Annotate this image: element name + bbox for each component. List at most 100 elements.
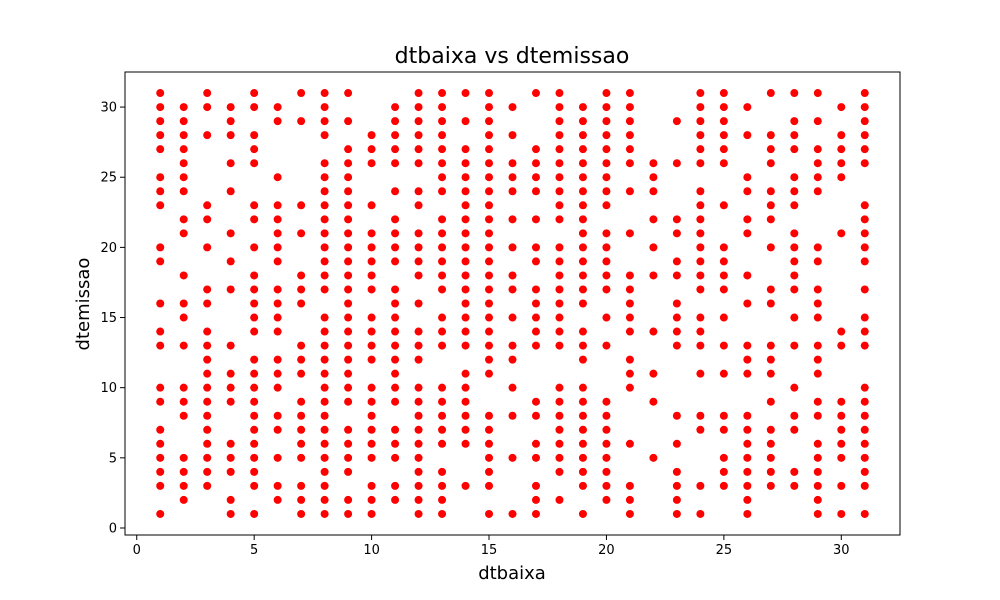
data-point	[203, 425, 212, 434]
data-point	[602, 159, 611, 168]
data-point	[813, 397, 822, 406]
data-point	[531, 299, 540, 308]
data-point	[461, 299, 470, 308]
data-point	[320, 509, 329, 518]
data-point	[273, 299, 282, 308]
data-point	[555, 299, 564, 308]
data-point	[860, 117, 869, 126]
data-point	[531, 285, 540, 294]
data-point	[461, 243, 470, 252]
data-point	[250, 397, 259, 406]
data-point	[860, 201, 869, 210]
data-point	[391, 453, 400, 462]
data-point	[790, 341, 799, 350]
data-point	[438, 173, 447, 182]
data-point	[813, 467, 822, 476]
data-point	[719, 89, 728, 98]
data-point	[743, 481, 752, 490]
data-point	[485, 187, 494, 196]
data-point	[555, 397, 564, 406]
data-point	[766, 355, 775, 364]
data-point	[226, 397, 235, 406]
data-point	[719, 145, 728, 154]
data-point	[743, 355, 752, 364]
data-point	[226, 467, 235, 476]
data-point	[555, 89, 564, 98]
data-point	[297, 453, 306, 462]
data-point	[766, 397, 775, 406]
data-point	[508, 341, 517, 350]
data-point	[367, 257, 376, 266]
data-point	[414, 103, 423, 112]
data-point	[179, 103, 188, 112]
data-point	[438, 145, 447, 154]
data-point	[625, 481, 634, 490]
chart-title: dtbaixa vs dtemissao	[395, 44, 630, 69]
data-point	[320, 453, 329, 462]
data-point	[344, 313, 353, 322]
data-point	[743, 509, 752, 518]
data-point	[555, 215, 564, 224]
data-point	[531, 215, 540, 224]
data-point	[602, 439, 611, 448]
data-point	[320, 313, 329, 322]
data-point	[602, 397, 611, 406]
data-point	[625, 439, 634, 448]
data-point	[860, 383, 869, 392]
data-point	[696, 215, 705, 224]
data-point	[461, 271, 470, 280]
data-point	[743, 495, 752, 504]
data-point	[344, 509, 353, 518]
data-point	[320, 397, 329, 406]
data-point	[860, 313, 869, 322]
data-point	[837, 481, 846, 490]
y-tick-label: 20	[100, 241, 117, 256]
data-point	[297, 397, 306, 406]
data-point	[461, 187, 470, 196]
data-point	[438, 229, 447, 238]
data-point	[391, 187, 400, 196]
data-point	[578, 145, 587, 154]
data-point	[297, 117, 306, 126]
data-point	[696, 369, 705, 378]
data-point	[578, 201, 587, 210]
data-point	[602, 145, 611, 154]
data-point	[367, 355, 376, 364]
data-point	[367, 411, 376, 420]
data-point	[531, 187, 540, 196]
data-point	[578, 173, 587, 182]
data-point	[555, 341, 564, 350]
data-point	[860, 453, 869, 462]
data-point	[367, 131, 376, 140]
data-point	[696, 159, 705, 168]
data-point	[508, 285, 517, 294]
data-point	[578, 425, 587, 434]
data-point	[625, 327, 634, 336]
data-point	[438, 327, 447, 336]
data-point	[625, 313, 634, 322]
data-point	[766, 453, 775, 462]
data-point	[320, 327, 329, 336]
data-point	[578, 215, 587, 224]
data-point	[156, 467, 165, 476]
data-point	[696, 117, 705, 126]
data-point	[156, 117, 165, 126]
data-point	[179, 187, 188, 196]
data-point	[578, 397, 587, 406]
data-point	[813, 159, 822, 168]
data-point	[438, 425, 447, 434]
data-point	[438, 383, 447, 392]
data-point	[860, 481, 869, 490]
data-point	[696, 285, 705, 294]
data-point	[485, 439, 494, 448]
data-point	[555, 327, 564, 336]
data-point	[696, 187, 705, 196]
data-point	[297, 495, 306, 504]
data-point	[391, 103, 400, 112]
data-point	[696, 103, 705, 112]
data-point	[860, 509, 869, 518]
data-point	[813, 313, 822, 322]
data-point	[790, 187, 799, 196]
data-point	[743, 229, 752, 238]
